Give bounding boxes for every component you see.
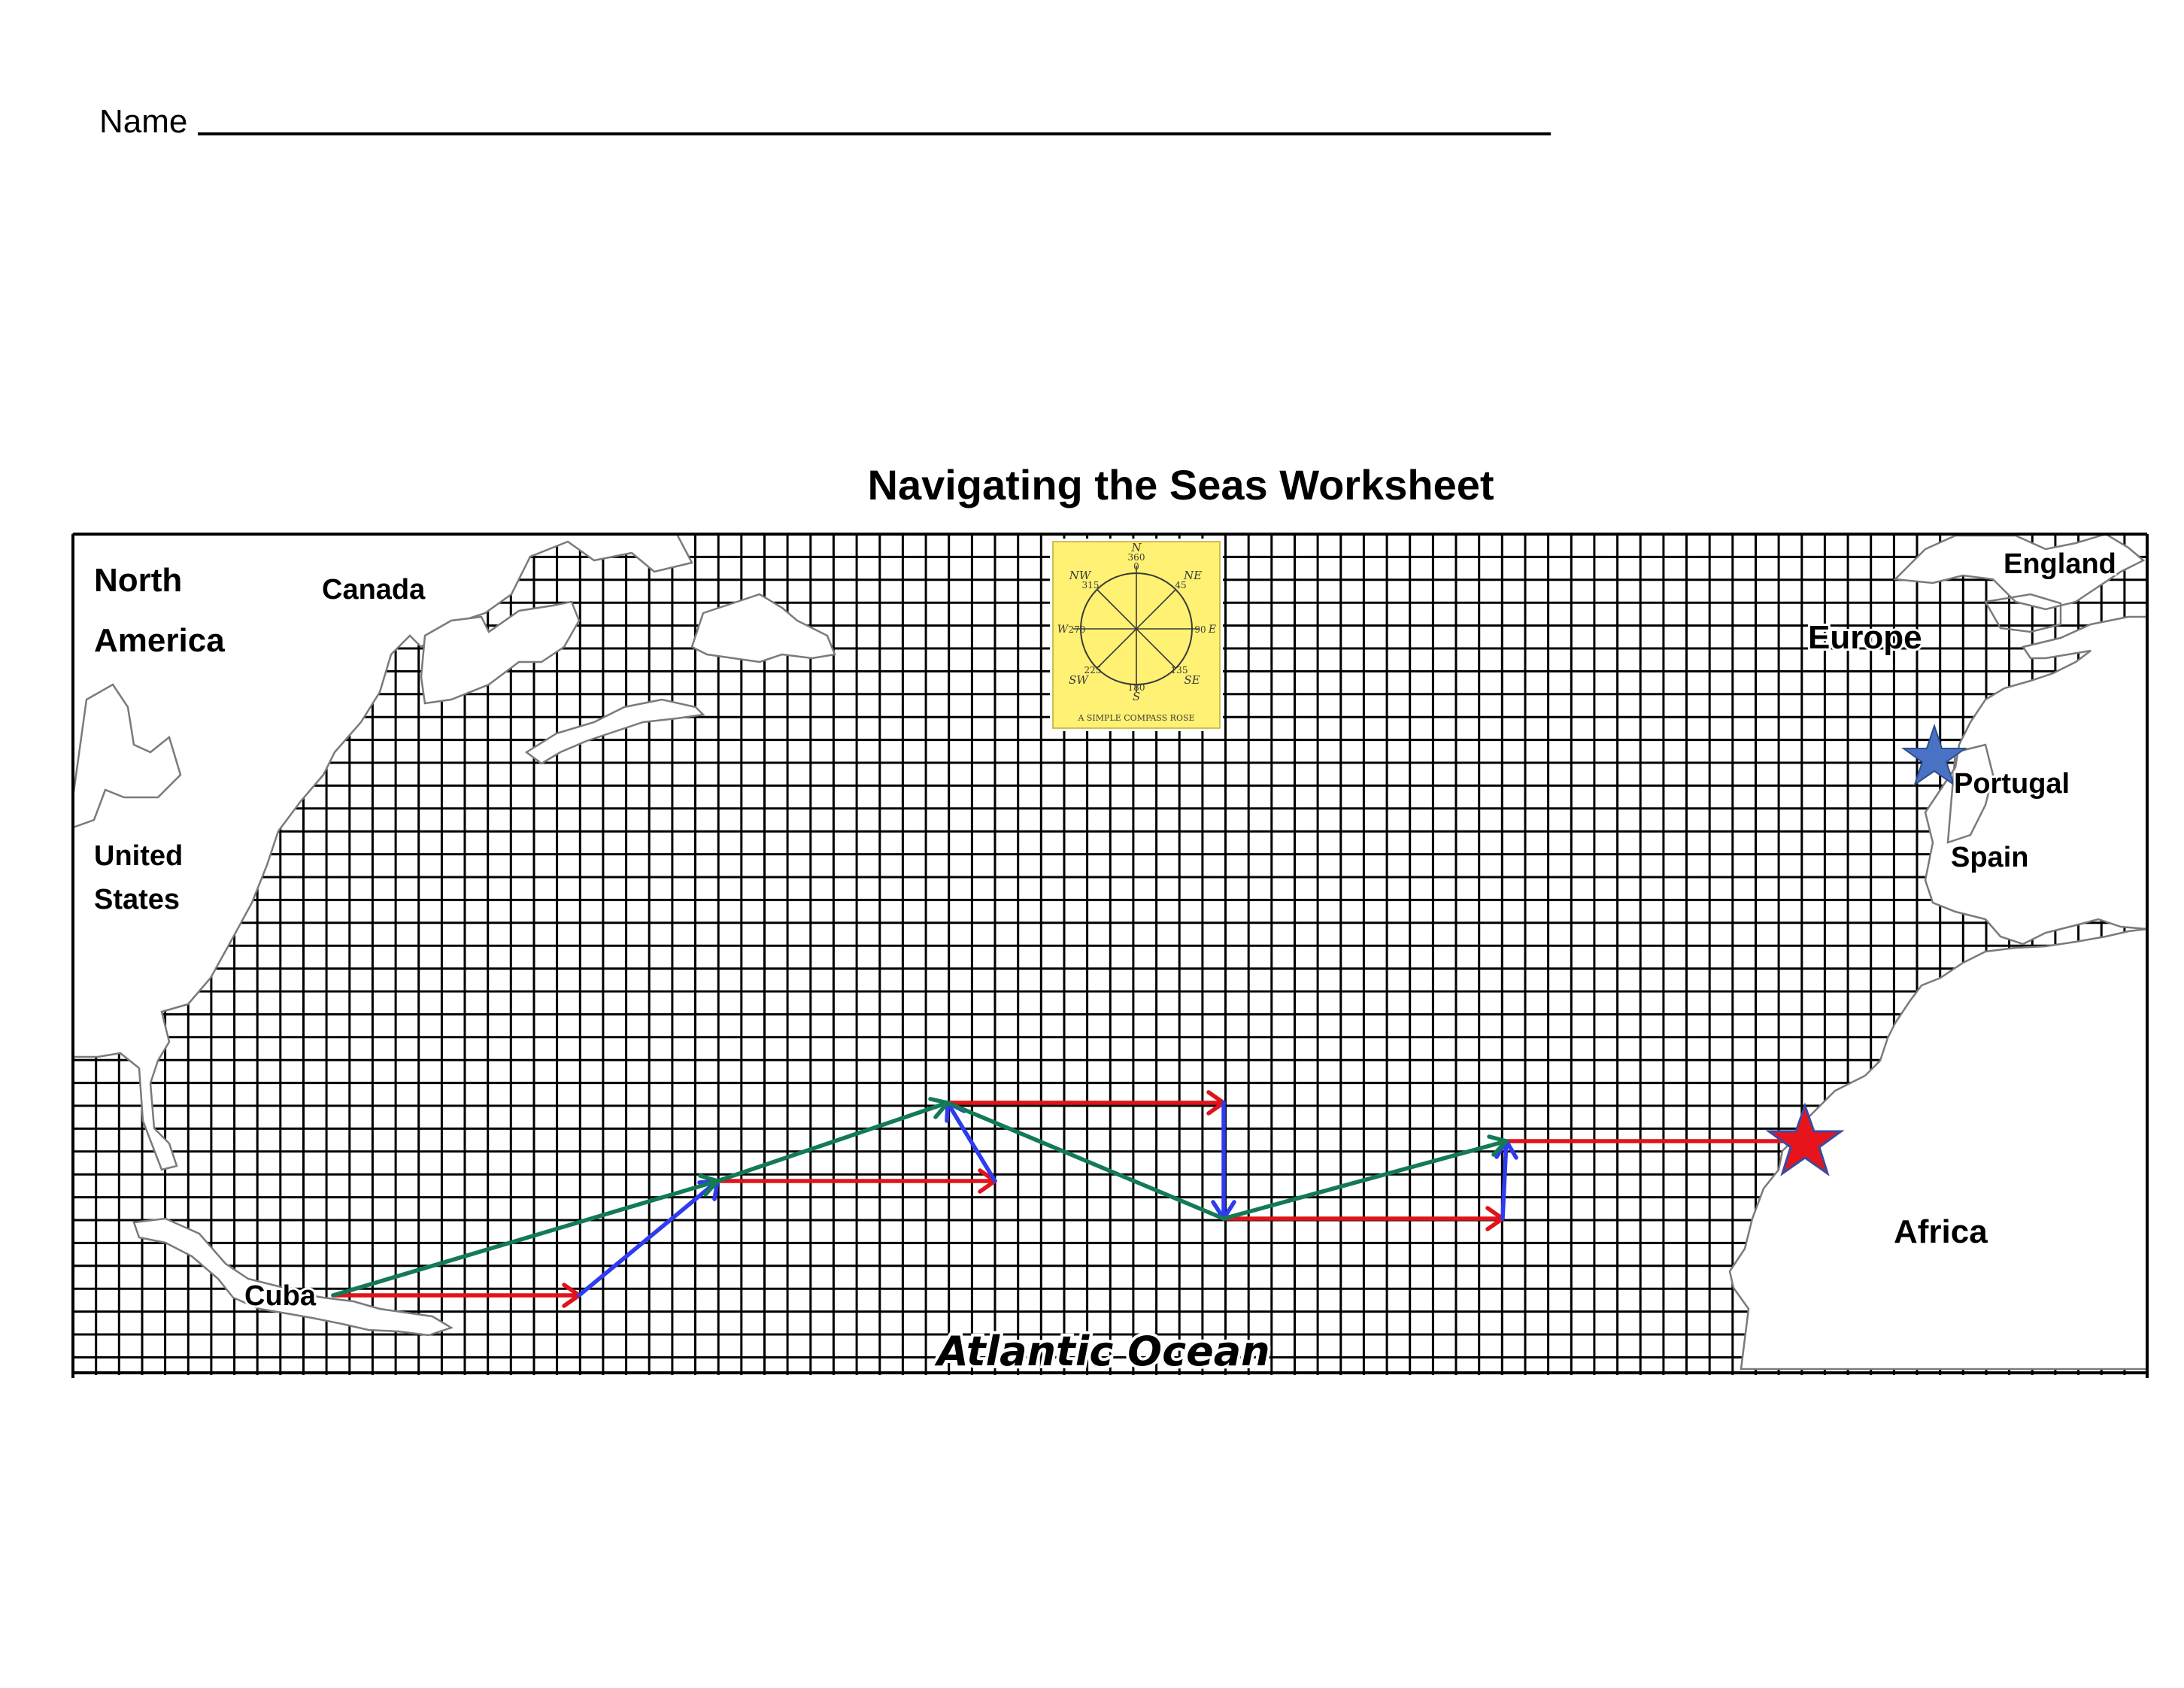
compass-n-deg: 360 xyxy=(1128,552,1145,563)
label-africa: Africa xyxy=(1894,1213,1988,1250)
compass-nw: NW xyxy=(1069,569,1092,582)
nova-scotia-strip xyxy=(524,698,705,765)
label-states: States xyxy=(94,884,180,915)
compass-s-deg: 180 xyxy=(1128,682,1145,693)
map-stars xyxy=(1765,723,1968,1176)
destination-star xyxy=(1765,1102,1845,1176)
compass-caption: A SIMPLE COMPASS ROSE xyxy=(1077,713,1194,723)
compass-se: SE xyxy=(1184,673,1200,687)
blue-arrow-4 xyxy=(1500,1139,1509,1221)
route-arrows xyxy=(331,1090,1806,1308)
compass-rose: N 360 0 NE 45 NW 315 W 270 90 E 225 SW 1… xyxy=(1052,541,1221,729)
compass-w-deg: 270 xyxy=(1069,624,1086,635)
ireland-island xyxy=(1984,593,2062,633)
compass-s: S xyxy=(1133,690,1140,703)
africa-landmass xyxy=(1728,927,2149,1371)
canada-peninsula xyxy=(420,600,581,705)
blue-arrow-2 xyxy=(945,1101,997,1183)
compass-ne: NE xyxy=(1183,569,1202,582)
compass-e: E xyxy=(1208,624,1216,636)
cuba-island xyxy=(132,1217,453,1337)
label-united: United xyxy=(94,840,183,872)
map-labels: North America Canada United States Cuba … xyxy=(92,546,2119,1378)
label-europe: Europe xyxy=(1808,619,1922,656)
label-north: North xyxy=(94,562,182,599)
compass-nw-deg: 315 xyxy=(1082,580,1100,590)
blue-arrow-1 xyxy=(577,1179,720,1298)
newfoundland-island xyxy=(690,593,836,663)
north-america-inlet xyxy=(71,683,182,829)
green-arrow-3 xyxy=(945,1101,1226,1221)
portugal-star xyxy=(1900,723,1968,787)
label-cuba: Cuba xyxy=(244,1280,317,1312)
green-arrow-2 xyxy=(715,1101,950,1183)
compass-se-deg: 135 xyxy=(1171,665,1188,676)
eastward-arrows xyxy=(331,1090,1806,1308)
label-spain: Spain xyxy=(1951,842,2028,873)
compass-w: W xyxy=(1057,624,1069,636)
label-atlantic-ocean: Atlantic Ocean xyxy=(934,1328,1270,1375)
label-america: America xyxy=(94,622,225,659)
label-canada: Canada xyxy=(322,574,426,606)
name-label: Name xyxy=(99,103,188,140)
green-arrow-4 xyxy=(1221,1139,1509,1221)
green-arrow-1 xyxy=(331,1179,720,1298)
compass-e-deg: 90 xyxy=(1194,624,1206,635)
worksheet-title: Navigating the Seas Worksheet xyxy=(0,460,2184,510)
coastlines xyxy=(71,533,2149,1371)
compass-n: N xyxy=(1130,541,1142,554)
portugal-coast xyxy=(1946,743,1994,844)
name-underline[interactable] xyxy=(198,132,1551,135)
resultant-arrows xyxy=(331,1097,1509,1298)
map-border xyxy=(71,533,2149,1378)
green-arrowhead-4 xyxy=(1487,1134,1509,1157)
compass-ne-deg: 45 xyxy=(1175,580,1186,590)
label-portugal: Portugal xyxy=(1954,768,2070,800)
north-america-landmass xyxy=(71,533,693,1171)
name-field: Name xyxy=(99,102,1551,141)
compass-sw-deg: 225 xyxy=(1084,665,1102,676)
label-england: England xyxy=(2004,548,2116,580)
compass-sw: SW xyxy=(1069,673,1089,687)
worksheet-title-text: Navigating the Seas Worksheet xyxy=(867,461,1494,509)
compass-n-deg2: 0 xyxy=(1133,561,1139,572)
